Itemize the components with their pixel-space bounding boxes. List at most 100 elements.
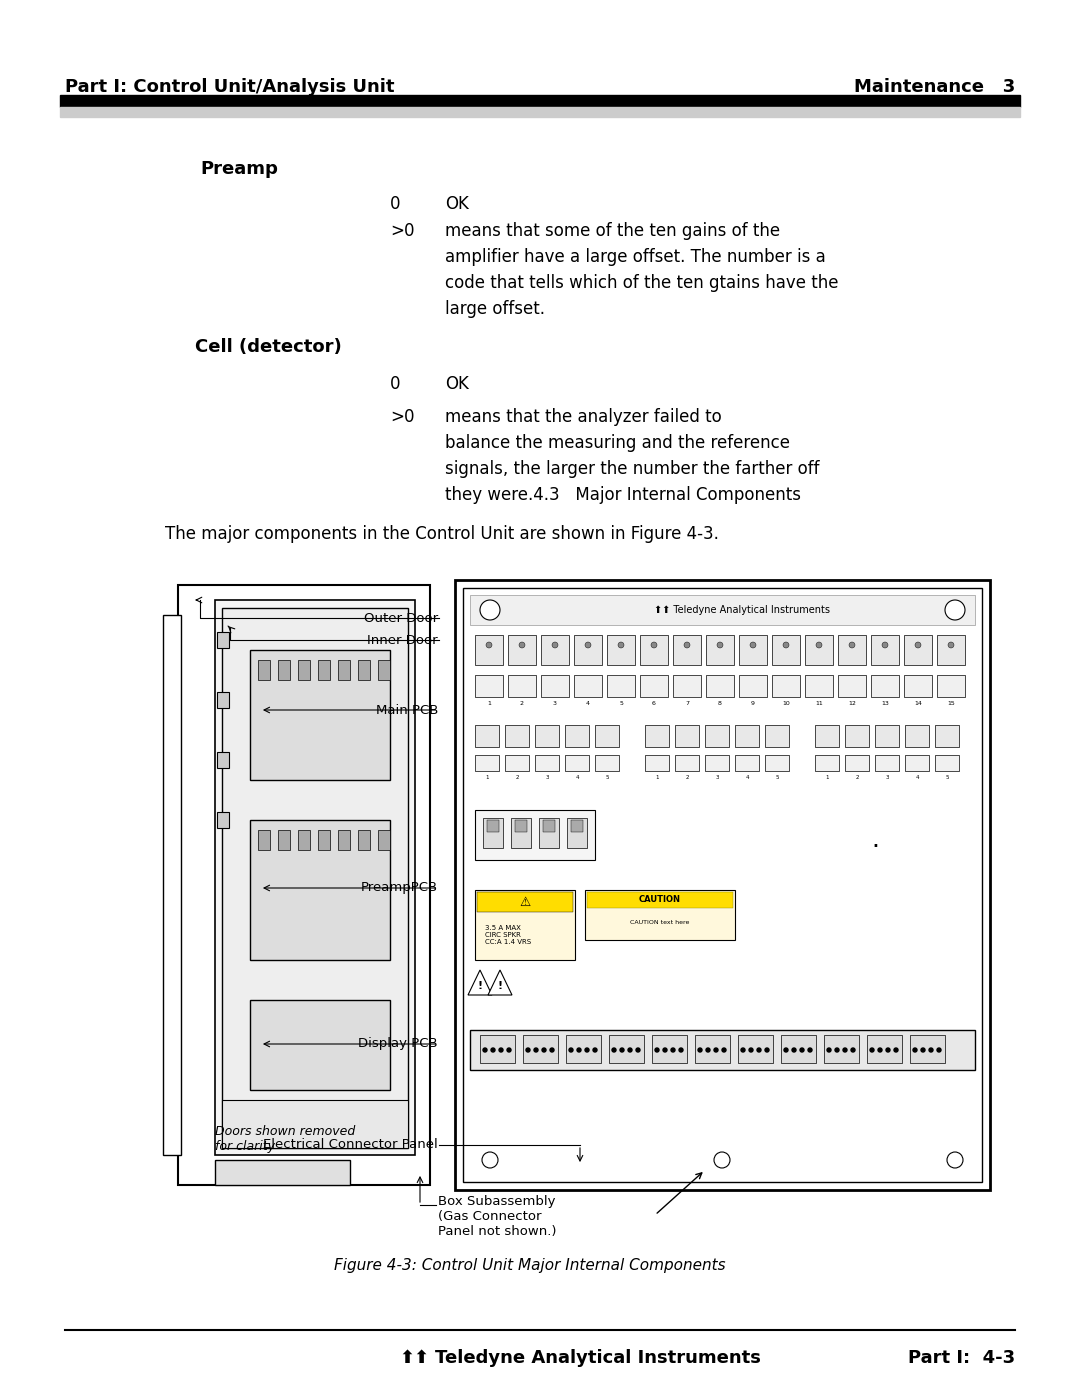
Circle shape [835,1048,839,1052]
Bar [867,1035,902,1063]
Text: 5: 5 [605,775,609,780]
Text: amplifier have a large offset. The number is a: amplifier have a large offset. The numbe… [445,249,826,265]
Bar [904,675,932,697]
Bar [505,725,529,747]
Circle shape [499,1048,503,1052]
Bar [675,754,699,771]
Text: >0: >0 [390,222,415,240]
Text: Part I:  4-3: Part I: 4-3 [908,1350,1015,1368]
Circle shape [526,1048,530,1052]
Circle shape [913,1048,917,1052]
Circle shape [886,1048,890,1052]
Circle shape [577,1048,581,1052]
Bar [805,675,833,697]
Circle shape [482,1153,498,1168]
Text: means that some of the ten gains of the: means that some of the ten gains of the [445,222,780,240]
Bar [673,675,701,697]
Bar [565,754,589,771]
Bar [845,754,869,771]
Text: 15: 15 [947,701,955,705]
Text: PreampPCB: PreampPCB [361,882,438,894]
Text: 3: 3 [553,701,557,705]
Text: large offset.: large offset. [445,300,545,319]
Bar [475,636,503,665]
Bar [706,675,734,697]
Bar [567,819,588,848]
Circle shape [636,1048,640,1052]
Bar [357,830,370,849]
Bar [455,580,990,1190]
Bar [523,1035,558,1063]
Bar [163,615,181,1155]
Circle shape [894,1048,897,1052]
Bar [258,830,270,849]
Text: 2: 2 [519,701,524,705]
Circle shape [618,643,624,648]
Circle shape [491,1048,495,1052]
Circle shape [784,1048,788,1052]
Circle shape [663,1048,667,1052]
Text: 9: 9 [751,701,755,705]
Bar [645,754,669,771]
Bar [475,725,499,747]
Bar [539,819,559,848]
Text: 4: 4 [576,775,579,780]
Bar [640,636,669,665]
Polygon shape [468,970,492,995]
Bar [378,659,390,680]
Text: 3.5 A MAX
CIRC SPKR
CC:A 1.4 VRS: 3.5 A MAX CIRC SPKR CC:A 1.4 VRS [485,925,531,944]
Text: Teledyne Analytical Instruments: Teledyne Analytical Instruments [435,1350,761,1368]
Bar [772,636,800,665]
Bar [805,636,833,665]
Text: 6: 6 [652,701,656,705]
Bar [652,1035,687,1063]
Bar [222,608,408,1148]
Circle shape [915,643,921,648]
Circle shape [654,1048,659,1052]
Bar [905,725,929,747]
Circle shape [741,1048,745,1052]
Circle shape [948,643,954,648]
Bar [735,754,759,771]
Bar [505,754,529,771]
Circle shape [651,643,657,648]
Text: Figure 4-3: Control Unit Major Internal Components: Figure 4-3: Control Unit Major Internal … [334,1259,726,1273]
Text: Cell (detector): Cell (detector) [195,338,341,356]
Text: 2: 2 [515,775,518,780]
Bar [217,812,229,828]
Circle shape [706,1048,710,1052]
Bar [318,659,330,680]
Text: Preamp: Preamp [200,161,278,177]
Bar [738,1035,773,1063]
Text: 2: 2 [855,775,859,780]
Text: 7: 7 [685,701,689,705]
Bar [217,692,229,708]
Bar [535,725,559,747]
Bar [765,725,789,747]
Text: balance the measuring and the reference: balance the measuring and the reference [445,434,789,453]
Bar [935,725,959,747]
Text: !: ! [477,981,483,990]
Bar [824,1035,859,1063]
Bar [535,754,559,771]
Bar [258,659,270,680]
Bar [508,636,536,665]
Bar [571,820,583,833]
Bar [640,675,669,697]
Bar [739,675,767,697]
Bar [765,754,789,771]
Bar [470,1030,975,1070]
Circle shape [750,1048,753,1052]
Text: 4: 4 [745,775,748,780]
Text: 5: 5 [619,701,623,705]
Bar [60,108,1020,117]
Bar [675,725,699,747]
Bar [595,754,619,771]
Bar [935,754,959,771]
Circle shape [519,643,525,648]
Bar [595,725,619,747]
Bar [475,890,575,960]
Bar [357,659,370,680]
Bar [215,1160,350,1185]
Polygon shape [488,970,512,995]
